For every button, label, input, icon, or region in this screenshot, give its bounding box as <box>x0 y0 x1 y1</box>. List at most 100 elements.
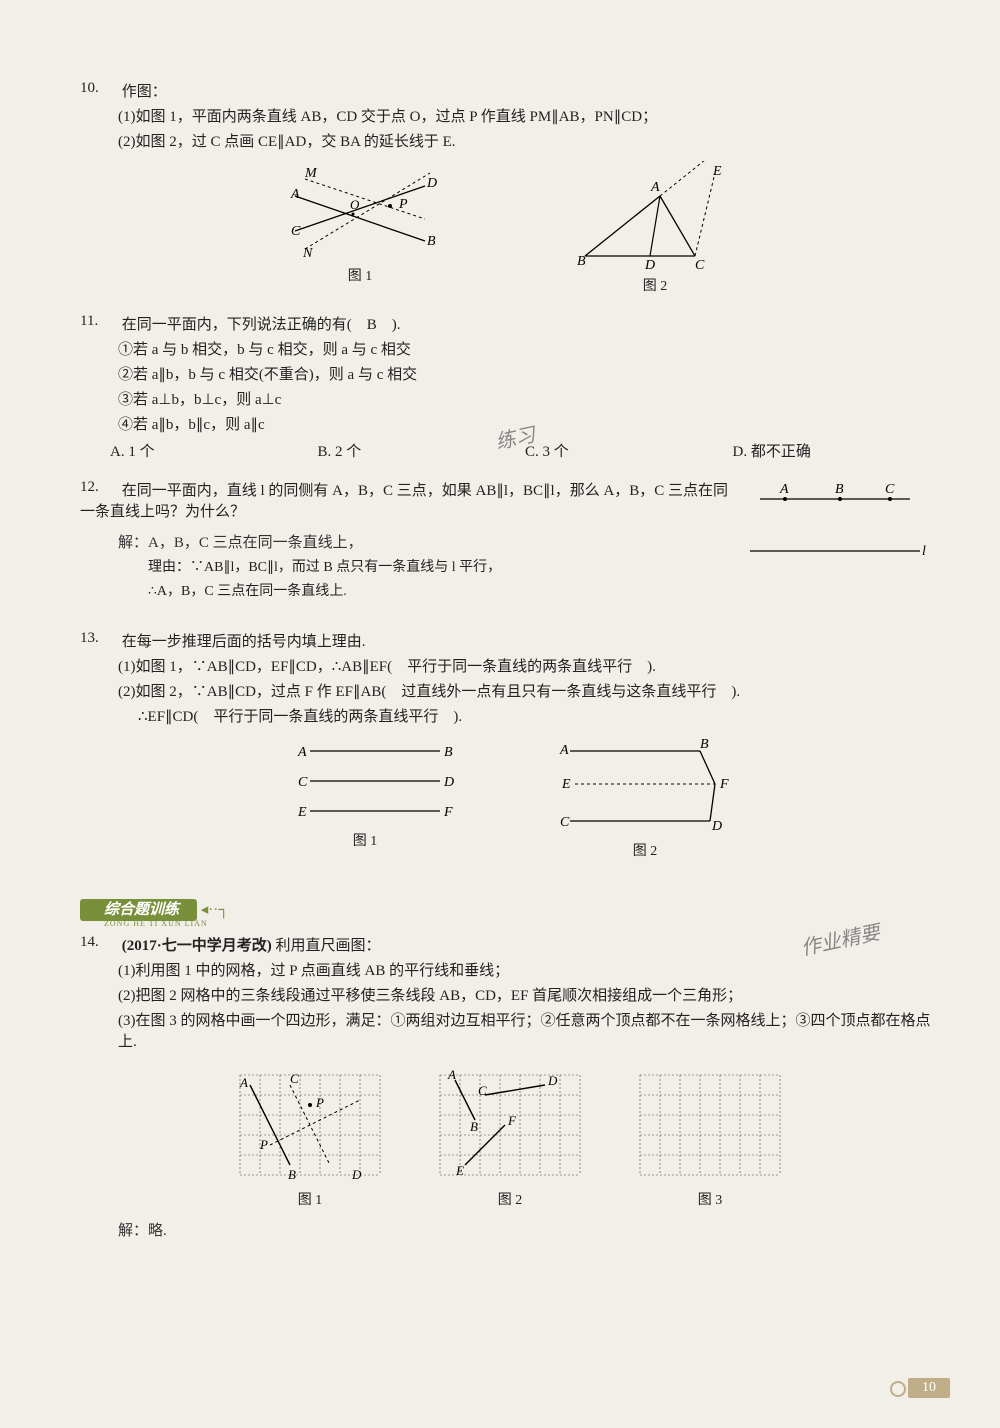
q10-fig1: M A C N D P B O <box>275 161 445 261</box>
q12-s3: ∴A，B，C 三点在同一条直线上. <box>148 580 740 600</box>
section-badge: 综合题训练 ◂··┐ ZONG HE TI XUN LIAN <box>80 898 229 928</box>
lbl: P <box>398 197 408 212</box>
q14-fig3-wrap: 图 3 <box>630 1065 790 1209</box>
q14-cap3: 图 3 <box>630 1189 790 1209</box>
lbl: C <box>290 1071 299 1086</box>
lbl: O <box>350 197 360 212</box>
q11-optD: D. 都不正确 <box>733 440 941 461</box>
q13-p3a: ∴EF∥CD( <box>138 709 198 725</box>
lbl: E <box>712 164 722 179</box>
lbl: D <box>644 258 655 271</box>
lbl: B <box>700 737 709 752</box>
lbl: A <box>650 180 660 195</box>
q11-options: A. 1 个 B. 2 个 C. 3 个 练习 D. 都不正确 <box>110 440 940 461</box>
q14-p3: (3)在图 3 的网格中画一个四边形，满足：①两组对边互相平行；②任意两个顶点都… <box>118 1009 940 1051</box>
lbl: A <box>447 1067 456 1082</box>
q10-fig1-wrap: M A C N D P B O 图 1 <box>275 161 445 295</box>
q13-p2b: ). <box>731 684 740 700</box>
q13-fig1-wrap: A B C D E F 图 1 <box>270 736 460 860</box>
lbl: F <box>443 805 453 820</box>
q13-cap2: 图 2 <box>540 840 750 860</box>
lbl: A <box>239 1075 248 1090</box>
q10-fig2: E A B D C <box>565 161 745 271</box>
lbl: C <box>478 1083 487 1098</box>
lbl: E <box>561 777 571 792</box>
lbl: N <box>302 246 313 261</box>
q13-p3ans: 平行于同一条直线的两条直线平行 <box>198 709 453 725</box>
q10-title: 作图： <box>122 84 167 100</box>
q12-number: 12. <box>80 479 118 496</box>
svg-text:P: P <box>259 1137 268 1152</box>
q11-optA: A. 1 个 <box>110 440 318 461</box>
q14-p2: (2)把图 2 网格中的三条线段通过平移使三条线段 AB，CD，EF 首尾顺次相… <box>118 984 940 1005</box>
q11-l1: ①若 a 与 b 相交，b 与 c 相交，则 a 与 c 相交 <box>118 338 940 359</box>
q12-figure: A B C l <box>740 479 940 600</box>
lbl: D <box>426 176 437 191</box>
q14-p1: (1)利用图 1 中的网格，过 P 点画直线 AB 的平行线和垂线； <box>118 959 940 980</box>
lbl: A <box>559 743 569 758</box>
lbl: B <box>577 254 586 269</box>
lbl: E <box>455 1163 464 1178</box>
lbl: B <box>835 482 844 497</box>
q14-cap2: 图 2 <box>430 1189 590 1209</box>
lbl: B <box>444 745 453 760</box>
lbl: P <box>315 1095 324 1110</box>
q14-fig3 <box>630 1065 790 1185</box>
q14-handwritten: 作业精要 <box>798 916 882 961</box>
lbl: M <box>304 166 318 181</box>
q10-number: 10. <box>80 80 118 97</box>
q14-stem: 利用直尺画图： <box>276 938 381 954</box>
q13-p2a: (2)如图 2，∵AB∥CD，过点 F 作 EF∥AB( <box>118 684 386 700</box>
q14-number: 14. <box>80 934 118 951</box>
q13-p1a: (1)如图 1，∵AB∥CD，EF∥CD，∴AB∥EF( <box>118 659 392 675</box>
q13-p3: ∴EF∥CD( 平行于同一条直线的两条直线平行 ). <box>138 705 940 726</box>
q13-p1: (1)如图 1，∵AB∥CD，EF∥CD，∴AB∥EF( 平行于同一条直线的两条… <box>118 655 940 676</box>
q10-part2: (2)如图 2，过 C 点画 CE∥AD，交 BA 的延长线于 E. <box>118 130 940 151</box>
lbl: A <box>290 187 300 202</box>
q10-cap1: 图 1 <box>275 265 445 285</box>
question-10: 10. 作图： (1)如图 1，平面内两条直线 AB，CD 交于点 O，过点 P… <box>80 80 940 295</box>
question-13: 13. 在每一步推理后面的括号内填上理由. (1)如图 1，∵AB∥CD，EF∥… <box>80 630 940 860</box>
lbl: B <box>288 1167 296 1182</box>
lbl: F <box>719 777 729 792</box>
lbl: D <box>351 1167 362 1182</box>
lbl: D <box>547 1073 558 1088</box>
q14-fig2: A B C D E F <box>430 1065 590 1185</box>
lbl: C <box>695 258 705 271</box>
q14-sol: 解：略. <box>118 1219 940 1240</box>
lbl: C <box>298 775 308 790</box>
question-14: 14. (2017·七一中学月考改) 利用直尺画图： 作业精要 (1)利用图 1… <box>80 934 940 1240</box>
lbl: A <box>297 745 307 760</box>
q13-p1ans: 平行于同一条直线的两条直线平行 <box>392 659 647 675</box>
q13-fig2: A B E F C D <box>540 736 750 836</box>
q11-l3: ③若 a⊥b，b⊥c，则 a⊥c <box>118 388 940 409</box>
lbl: B <box>470 1119 478 1134</box>
q13-figures: A B C D E F 图 1 A B E F C D <box>80 736 940 860</box>
q13-stem: 在每一步推理后面的括号内填上理由. <box>122 634 366 650</box>
q10-part1: (1)如图 1，平面内两条直线 AB，CD 交于点 O，过点 P 作直线 PM∥… <box>118 105 940 126</box>
q11-optB: B. 2 个 <box>318 440 526 461</box>
q13-fig1: A B C D E F <box>270 736 460 826</box>
q11-number: 11. <box>80 313 118 330</box>
q13-p3b: ). <box>453 709 462 725</box>
q12-s2: 理由：∵AB∥l，BC∥l，而过 B 点只有一条直线与 l 平行， <box>148 556 740 576</box>
q14-fig1: A B C D P P <box>230 1065 390 1185</box>
q10-figures: M A C N D P B O 图 1 <box>80 161 940 295</box>
q13-p2: (2)如图 2，∵AB∥CD，过点 F 作 EF∥AB( 过直线外一点有且只有一… <box>118 680 940 701</box>
lbl: C <box>560 815 570 830</box>
question-11: 11. 在同一平面内，下列说法正确的有( B ). ①若 a 与 b 相交，b … <box>80 313 940 461</box>
lbl: F <box>507 1113 517 1128</box>
q13-cap1: 图 1 <box>270 830 460 850</box>
q13-number: 13. <box>80 630 118 647</box>
q11-stem: 在同一平面内，下列说法正确的有( B ). <box>122 317 401 333</box>
section-title: 综合题训练 <box>80 899 197 921</box>
q14-fig2-wrap: A B C D E F 图 2 <box>430 1065 590 1209</box>
q10-cap2: 图 2 <box>565 275 745 295</box>
question-12: 12. 在同一平面内，直线 l 的同侧有 A，B，C 三点，如果 AB∥l，BC… <box>80 479 940 600</box>
lbl: A <box>779 482 789 497</box>
lbl: B <box>427 234 436 249</box>
q13-fig2-wrap: A B E F C D 图 2 <box>540 736 750 860</box>
q14-src: (2017·七一中学月考改) <box>122 938 272 954</box>
q12-s1: A，B，C 三点在同一条直线上， <box>148 535 363 551</box>
q14-cap1: 图 1 <box>230 1189 390 1209</box>
